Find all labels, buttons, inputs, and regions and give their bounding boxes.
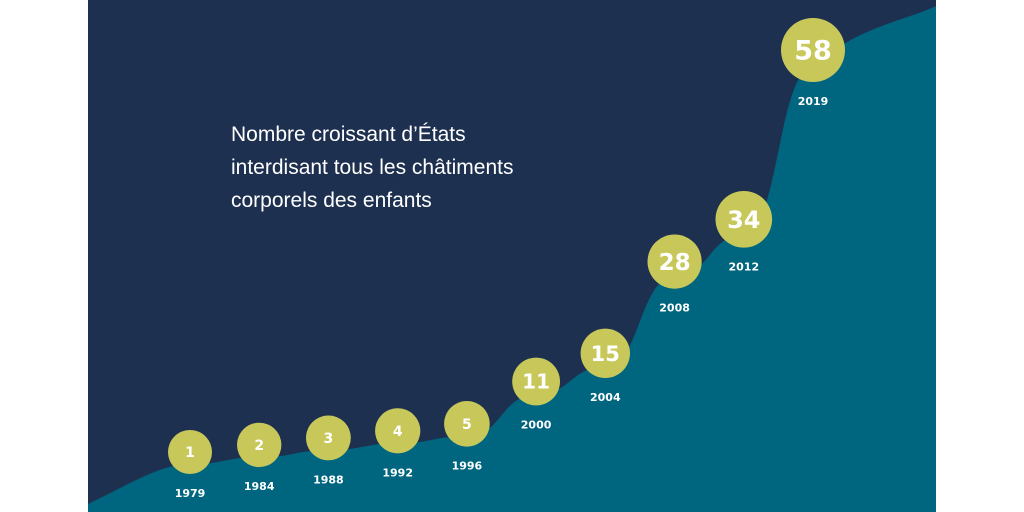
chart-title-line-3: corporels des enfants (231, 189, 432, 212)
data-point-2004: 15 2004 (580, 328, 630, 404)
year-label: 2008 (659, 302, 690, 315)
year-label: 1996 (452, 460, 483, 473)
chart-svg: 1197921984319884199251996112000152004282… (88, 6, 936, 512)
area-fill (88, 6, 936, 512)
chart-title-line-2: interdisant tous les châtiments (231, 156, 514, 179)
value-bubble (237, 422, 282, 468)
data-label: 34 (727, 206, 760, 234)
data-point-1979: 1 1979 (168, 430, 212, 500)
value-bubble (580, 328, 630, 378)
data-label: 4 (393, 424, 403, 440)
data-point-2012: 34 2012 (715, 191, 773, 274)
data-label: 5 (462, 417, 472, 433)
value-bubble (715, 191, 773, 248)
data-label: 58 (794, 36, 832, 67)
data-label: 11 (522, 370, 550, 394)
value-bubble (306, 415, 351, 461)
year-label: 2004 (590, 391, 621, 404)
data-point-1996: 5 1996 (444, 401, 490, 473)
chart-title: Nombre croissant d’États interdisant tou… (231, 118, 591, 217)
data-point-1988: 3 1988 (306, 415, 351, 486)
data-point-2000: 11 2000 (512, 357, 560, 431)
value-bubble (444, 401, 490, 447)
chart-panel: 1 1979 2 1984 3 1988 4 1992 5 1996 11 2000 15 2004 28 2… (88, 0, 936, 512)
value-bubble (512, 357, 560, 406)
chart-title-line-1: Nombre croissant d’États (231, 123, 466, 146)
value-bubble (168, 430, 212, 474)
value-bubble (375, 408, 421, 454)
data-label: 28 (659, 250, 691, 276)
data-label: 1 (185, 445, 195, 461)
data-point-1984: 2 1984 (237, 422, 282, 493)
data-point-1992: 4 1992 (375, 408, 421, 479)
data-point-2019: 58 2019 (781, 18, 845, 108)
year-label: 1984 (244, 480, 275, 493)
year-label: 1992 (382, 466, 413, 479)
data-point-2008: 28 2008 (647, 234, 702, 315)
bubbles-layer: 1197921984319884199251996112000152004282… (168, 18, 845, 500)
year-label: 2000 (521, 418, 552, 431)
value-bubble (781, 18, 845, 82)
value-bubble (647, 234, 702, 289)
data-label: 3 (324, 431, 334, 447)
year-label: 1988 (313, 473, 344, 486)
data-label: 2 (254, 438, 264, 454)
year-label: 2012 (728, 261, 759, 274)
year-label: 1979 (175, 487, 206, 500)
year-label: 2019 (798, 95, 829, 108)
data-label: 15 (591, 342, 620, 366)
